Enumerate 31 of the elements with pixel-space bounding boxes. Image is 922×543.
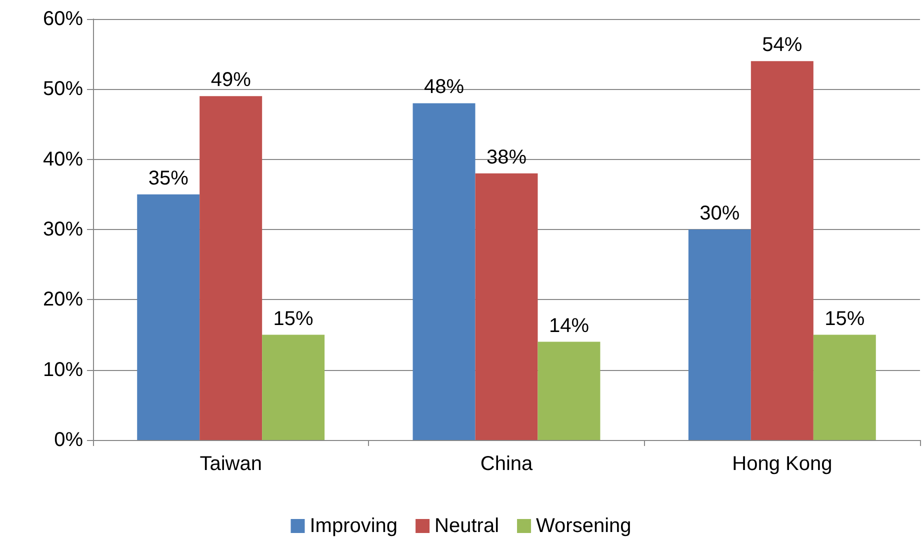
y-tick-label: 60% [42, 8, 84, 30]
y-tick-label: 10% [42, 358, 84, 381]
legend-label: Improving [310, 515, 398, 537]
bar [137, 194, 200, 440]
bar [475, 173, 538, 440]
data-label: 49% [210, 69, 252, 92]
y-tick-label: 20% [42, 288, 84, 311]
bar [412, 103, 476, 440]
data-label: 14% [548, 314, 590, 337]
bar [750, 61, 814, 440]
data-label: 30% [700, 202, 740, 224]
bar [262, 334, 325, 440]
bar [813, 334, 876, 440]
y-tick-label: 0% [54, 429, 84, 451]
y-tick-label: 50% [42, 78, 84, 100]
bar [688, 230, 751, 440]
y-tick-label: 30% [42, 218, 84, 240]
x-tick-label: Hong Kong [732, 453, 832, 475]
legend-label: Worsening [536, 515, 632, 537]
data-label: 48% [424, 76, 464, 98]
data-label: 15% [824, 308, 865, 330]
data-label: 15% [273, 308, 314, 330]
bar [200, 96, 262, 440]
x-tick-label: Taiwan [200, 453, 262, 475]
y-tick-label: 40% [42, 148, 84, 170]
data-label: 35% [148, 167, 189, 190]
bar [538, 342, 600, 440]
data-label: 54% [762, 34, 802, 56]
x-tick-label: China [480, 453, 534, 475]
legend-label: Neutral [434, 515, 500, 537]
data-label: 38% [486, 146, 527, 168]
